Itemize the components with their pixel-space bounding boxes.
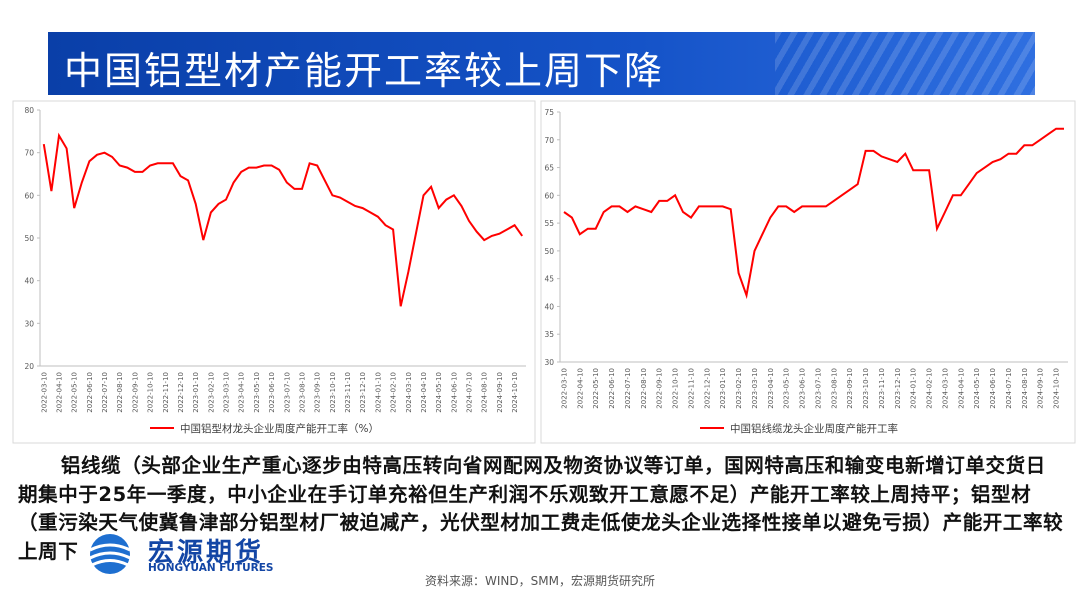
x-tick-label: 2023-05-10 (783, 368, 791, 409)
x-tick-label: 2024-07-10 (466, 372, 474, 413)
x-tick-label: 2024-03-10 (405, 372, 413, 413)
x-tick-label: 2022-03-10 (40, 372, 48, 413)
x-tick-label: 2023-09-10 (846, 368, 854, 409)
x-tick-label: 2022-12-10 (703, 368, 711, 409)
x-tick-label: 2023-09-10 (314, 372, 322, 413)
x-tick-label: 2024-04-10 (420, 372, 428, 413)
y-tick-label: 50 (544, 247, 554, 256)
x-tick-label: 2022-10-10 (672, 368, 680, 409)
x-tick-label: 2023-04-10 (767, 368, 775, 409)
y-tick-label: 45 (544, 275, 554, 284)
title-bar: 中国铝型材产能开工率较上周下降 (48, 32, 1035, 95)
y-tick-label: 60 (544, 191, 554, 200)
logo-text: 宏源期货 (148, 538, 265, 568)
x-tick-label: 2024-05-10 (435, 372, 443, 413)
x-tick-label: 2022-06-10 (86, 372, 94, 413)
x-tick-label: 2023-10-10 (329, 372, 337, 413)
y-tick-label: 80 (24, 106, 34, 115)
data-line (42, 132, 524, 307)
logo: 宏源期货 HONGYUAN FUTURES (78, 532, 308, 576)
y-tick-label: 30 (24, 319, 34, 328)
source-note: 资料来源：WIND，SMM，宏源期货研究所 (425, 574, 655, 588)
x-tick-label: 2023-07-10 (283, 372, 291, 413)
y-tick-label: 40 (24, 277, 34, 286)
x-tick-label: 2024-08-10 (481, 372, 489, 413)
x-tick-label: 2022-07-10 (624, 368, 632, 409)
x-tick-label: 2023-12-10 (894, 368, 902, 409)
x-tick-label: 2022-09-10 (656, 368, 664, 409)
x-tick-label: 2024-10-10 (1053, 368, 1061, 409)
x-tick-label: 2022-04-10 (55, 372, 63, 413)
x-tick-label: 2024-04-10 (957, 368, 965, 409)
x-tick-label: 2022-05-10 (71, 372, 79, 413)
chart-frame (540, 100, 1076, 444)
x-tick-label: 2024-05-10 (973, 368, 981, 409)
x-tick-label: 2024-09-10 (1037, 368, 1045, 409)
x-tick-label: 2022-06-10 (608, 368, 616, 409)
x-tick-label: 2024-02-10 (390, 372, 398, 413)
x-tick-label: 2023-05-10 (253, 372, 261, 413)
x-tick-label: 2023-04-10 (238, 372, 246, 413)
x-tick-label: 2022-05-10 (592, 368, 600, 409)
x-tick-label: 2024-09-10 (496, 372, 504, 413)
x-tick-label: 2023-06-10 (799, 368, 807, 409)
y-tick-label: 65 (544, 164, 554, 173)
x-tick-label: 2023-11-10 (878, 368, 886, 409)
x-tick-label: 2022-08-10 (640, 368, 648, 409)
x-tick-label: 2023-10-10 (862, 368, 870, 409)
x-tick-label: 2024-03-10 (941, 368, 949, 409)
x-tick-label: 2024-10-10 (511, 372, 519, 413)
y-tick-label: 40 (544, 302, 554, 311)
paragraph: 铝线缆（头部企业生产重心逐步由特高压转向省网配网及物资协议等订单，国网特高压和输… (18, 454, 1064, 563)
y-tick-label: 70 (24, 149, 34, 158)
logo-subtext: HONGYUAN FUTURES (148, 562, 274, 574)
y-tick-label: 70 (544, 136, 554, 145)
x-tick-label: 2022-09-10 (131, 372, 139, 413)
x-tick-label: 2022-11-10 (162, 372, 170, 413)
x-tick-label: 2022-10-10 (147, 372, 155, 413)
x-tick-label: 2022-04-10 (576, 368, 584, 409)
x-tick-label: 2024-01-10 (374, 372, 382, 413)
data-line (563, 127, 1064, 300)
x-tick-label: 2024-08-10 (1021, 368, 1029, 409)
x-tick-label: 2024-07-10 (1005, 368, 1013, 409)
x-tick-label: 2023-08-10 (298, 372, 306, 413)
legend-label: 中国铝线缆龙头企业周度产能开工率 (730, 422, 898, 435)
legend-label: 中国铝型材龙头企业周度产能开工率（%） (180, 422, 379, 435)
x-tick-label: 2024-01-10 (910, 368, 918, 409)
x-tick-label: 2022-07-10 (101, 372, 109, 413)
slide-title: 中国铝型材产能开工率较上周下降 (64, 49, 665, 93)
y-tick-label: 55 (544, 219, 554, 228)
y-tick-label: 75 (544, 108, 554, 117)
chart-frame (12, 100, 536, 444)
y-tick-label: 35 (544, 330, 554, 339)
x-tick-label: 2023-12-10 (359, 372, 367, 413)
y-tick-label: 30 (544, 358, 554, 367)
x-tick-label: 2024-06-10 (450, 372, 458, 413)
x-tick-label: 2022-08-10 (116, 372, 124, 413)
y-tick-label: 60 (24, 191, 34, 200)
x-tick-label: 2024-06-10 (989, 368, 997, 409)
x-tick-label: 2023-06-10 (268, 372, 276, 413)
y-tick-label: 20 (24, 362, 34, 371)
y-tick-label: 50 (24, 234, 34, 243)
charts: 20 30 40 50 60 70 80 2022-03-10 2022-04-10 2022-0… (12, 100, 1076, 444)
x-tick-label: 2023-02-10 (735, 368, 743, 409)
x-tick-label: 2024-02-10 (926, 368, 934, 409)
x-tick-label: 2023-11-10 (344, 372, 352, 413)
x-tick-label: 2023-03-10 (223, 372, 231, 413)
x-tick-label: 2023-01-10 (192, 372, 200, 413)
logo-icon (89, 534, 131, 574)
x-tick-label: 2022-03-10 (560, 368, 568, 409)
x-tick-label: 2023-01-10 (719, 368, 727, 409)
x-tick-label: 2022-11-10 (687, 368, 695, 409)
x-tick-label: 2023-03-10 (751, 368, 759, 409)
x-tick-label: 2023-02-10 (207, 372, 215, 413)
x-tick-label: 2023-08-10 (830, 368, 838, 409)
x-tick-label: 2023-07-10 (814, 368, 822, 409)
x-tick-label: 2022-12-10 (177, 372, 185, 413)
